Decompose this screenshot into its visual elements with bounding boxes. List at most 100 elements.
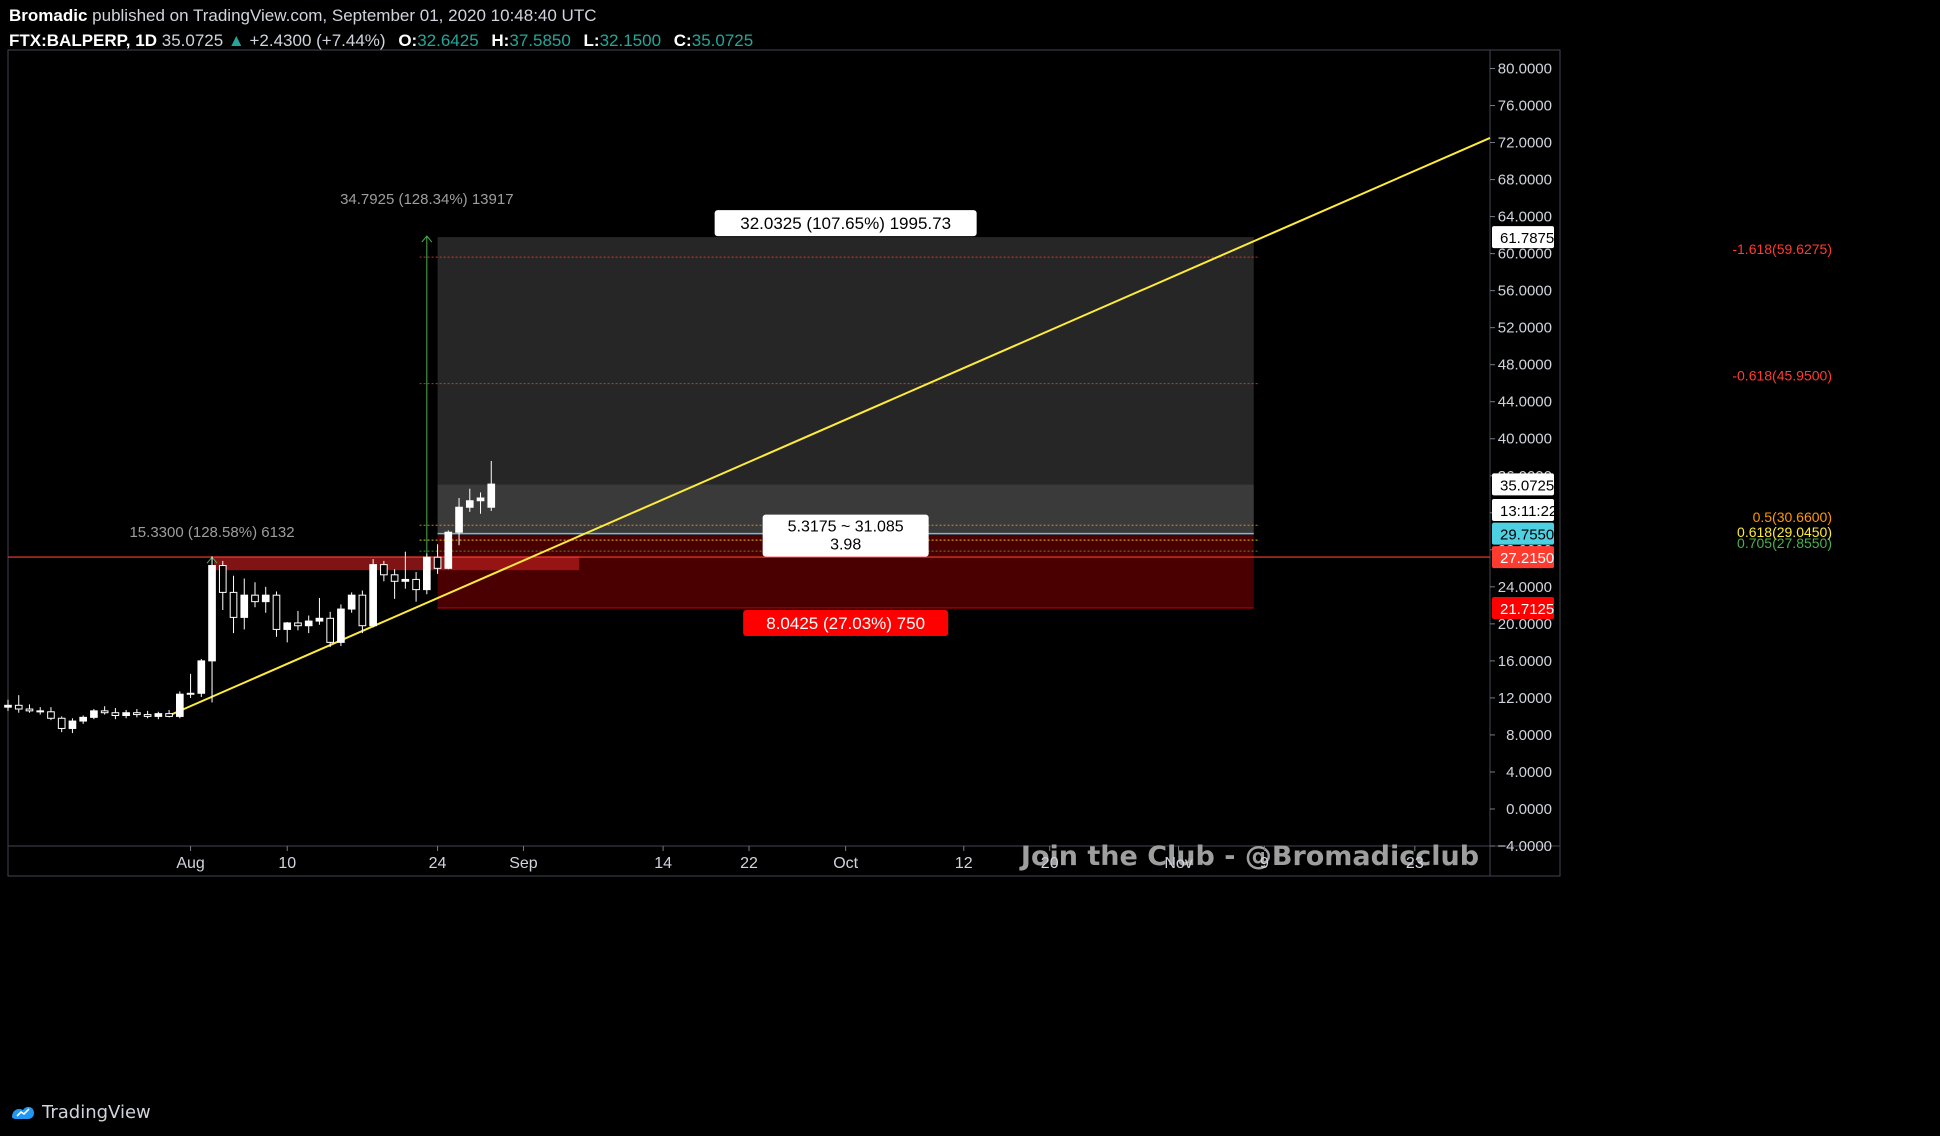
open-value: 32.6425 (417, 31, 479, 50)
y-tick-label-14: 24.0000 (1498, 579, 1552, 596)
y-tick-label-9: 44.0000 (1498, 394, 1552, 411)
close-label: C: (673, 31, 692, 50)
x-tick-label-4: 14 (654, 855, 672, 872)
candle-body-35 (380, 564, 388, 576)
candle-body-17 (186, 692, 195, 695)
price-tag-3: 29.7550 (1500, 527, 1554, 544)
price-tag-2: 13:11:22 (1500, 503, 1557, 520)
risk-reward-line-2: 3.98 (830, 537, 861, 554)
x-tick-label-3: Sep (509, 855, 538, 872)
y-tick-label-20: 0.0000 (1506, 801, 1552, 818)
candle-body-13 (143, 714, 152, 717)
up-triangle-icon: ▲ (227, 31, 245, 50)
price-tag-bg-5 (1492, 597, 1554, 620)
x-tick-label-11: 23 (1406, 855, 1424, 872)
fib-label-4: 0.705(27.8550) (1737, 535, 1832, 551)
y-tick-label-3: 68.0000 (1498, 172, 1552, 189)
candle-body-1 (14, 704, 23, 710)
publish-text: published on TradingView.com, September … (92, 6, 597, 25)
tradingview-footer[interactable]: TradingView (10, 1097, 151, 1127)
x-tick-label-1: 10 (278, 855, 296, 872)
candle-body-28 (304, 620, 313, 627)
x-tick-label-9: Nov (1164, 855, 1192, 872)
y-tick-label-15: 20.0000 (1498, 616, 1552, 633)
candle-body-15 (165, 713, 173, 717)
candle-body-44 (476, 497, 485, 502)
open-label: O: (398, 31, 418, 50)
y-tick-label-17: 12.0000 (1498, 690, 1552, 707)
candle-body-12 (133, 712, 141, 716)
measure-label-1: 15.3300 (128.58%) 6132 (129, 524, 294, 541)
y-tick-label-19: 4.0000 (1506, 764, 1552, 781)
candle-body-20 (218, 565, 227, 593)
x-tick-label-2: 24 (429, 855, 447, 872)
candle-body-19 (208, 565, 216, 662)
candle-body-45 (487, 483, 496, 508)
candle-body-3 (36, 710, 45, 713)
price-tag-4: 27.2150 (1500, 550, 1554, 567)
price-tag-bg-2 (1492, 499, 1554, 522)
target-label-text: 32.0325 (107.65%) 1995.73 (740, 214, 951, 233)
candle-body-42 (455, 506, 463, 533)
candle-body-32 (347, 594, 356, 610)
price-tag-5: 21.7125 (1500, 601, 1554, 618)
candle-body-0 (4, 704, 12, 708)
candle-body-30 (326, 617, 335, 643)
stop-label-bg (743, 610, 949, 637)
candle-body-21 (229, 591, 238, 618)
candle-body-33 (358, 594, 367, 627)
publish-info: Bromadic published on TradingView.com, S… (9, 6, 597, 26)
price-tag-bg-3 (1492, 522, 1554, 545)
candle-body-39 (422, 556, 431, 591)
last-price: 35.0725 (161, 31, 224, 50)
candle-body-26 (283, 622, 292, 630)
chart-frame (7, 49, 1561, 877)
candle-body-34 (369, 564, 377, 627)
close-value: 35.0725 (691, 31, 754, 50)
y-tick-label-2: 72.0000 (1498, 135, 1552, 152)
resistance-box (214, 556, 580, 571)
candle-body-27 (294, 622, 302, 627)
candle-body-31 (337, 608, 345, 643)
fib-label-0: -1.618(59.6275) (1732, 241, 1832, 257)
stop-label: 8.0425 (27.03%) 750 (743, 610, 949, 637)
x-tick-label-0: Aug (176, 855, 204, 872)
y-tick-label-8: 48.0000 (1498, 357, 1552, 374)
y-tick-label-18: 8.0000 (1506, 727, 1552, 744)
candle-body-8 (90, 710, 98, 718)
candle-body-4 (47, 711, 55, 719)
candle-body-41 (444, 531, 453, 569)
target-label: 32.0325 (107.65%) 1995.73 (714, 210, 977, 237)
candle-body-22 (240, 594, 249, 618)
low-value: 32.1500 (599, 31, 662, 50)
high-value: 37.5850 (509, 31, 571, 50)
price-tag-1: 35.0725 (1500, 477, 1554, 494)
candle-body-36 (390, 574, 399, 582)
tradingview-logo-icon (12, 1106, 34, 1119)
fib-label-1: -0.618(45.9500) (1732, 368, 1832, 384)
tradingview-brand: TradingView (42, 1101, 151, 1123)
x-tick-label-7: 12 (955, 855, 973, 872)
y-tick-label-10: 40.0000 (1498, 431, 1552, 448)
x-tick-label-6: Oct (833, 855, 858, 872)
measure-arrow-0 (421, 235, 433, 243)
y-tick-label-0: 80.0000 (1498, 61, 1552, 78)
risk-reward-bg (762, 514, 929, 557)
y-tick-label-4: 64.0000 (1498, 209, 1552, 226)
watermark: Join the Club - @Bromadicclub (1019, 841, 1479, 872)
candle-body-43 (465, 500, 474, 508)
measure-label-0: 34.7925 (128.34%) 13917 (340, 191, 513, 208)
symbol-name: FTX:BALPERP, 1D (9, 31, 157, 50)
candle-body-2 (25, 708, 34, 712)
x-tick-label-8: 20 (1041, 855, 1059, 872)
candle-body-18 (197, 660, 206, 694)
author-name: Bromadic (9, 6, 88, 25)
high-label: H: (491, 31, 510, 50)
low-label: L: (583, 31, 600, 50)
price-tag-bg-0 (1492, 226, 1554, 249)
price-change: +2.4300 (+7.44%) (249, 31, 386, 50)
candle-body-5 (57, 717, 66, 729)
price-tag-0: 61.7875 (1500, 230, 1554, 247)
